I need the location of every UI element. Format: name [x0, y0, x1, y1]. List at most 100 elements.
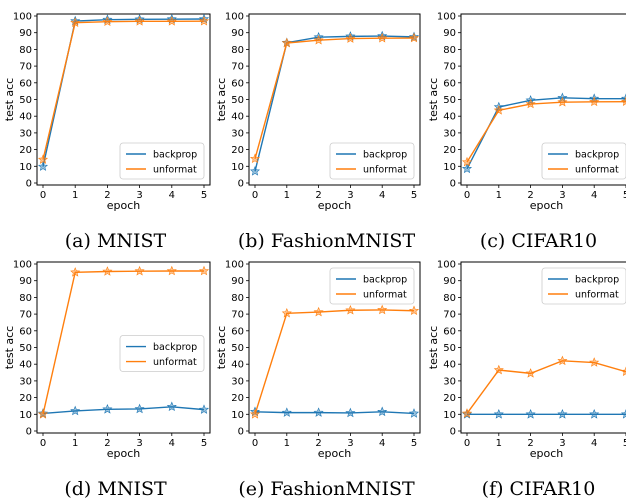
y-tick-label: 30: [19, 128, 32, 139]
chart-panel: 0 10 20 30 40 50 60 70 80 90 100 0 1 2 3 4 5 epoch test ac…: [3, 260, 211, 498]
y-tick-label: 90: [443, 28, 456, 39]
data-point-unformat: [493, 105, 504, 115]
y-tick-label: 0: [26, 427, 32, 438]
legend: backprop unformat: [119, 142, 205, 180]
y-tick-label: 80: [231, 45, 244, 56]
y-axis-label: test acc: [427, 326, 440, 369]
y-tick-label: 10: [443, 410, 456, 421]
panel-caption: (c) CIFAR10: [480, 230, 597, 252]
series-line-unformat: [254, 309, 415, 415]
data-point-unformat: [166, 16, 177, 26]
y-tick-label: 70: [19, 310, 32, 321]
data-point-unformat: [377, 304, 388, 315]
x-tick-label: 0: [464, 190, 470, 201]
y-tick-label: 40: [231, 112, 244, 123]
data-point-unformat: [134, 16, 145, 26]
x-tick-label: 0: [252, 438, 258, 449]
data-point-unformat: [408, 305, 420, 316]
panel-caption: (b) FashionMNIST: [238, 230, 416, 252]
data-point-unformat: [198, 265, 210, 276]
y-tick-label: 60: [443, 78, 456, 89]
y-axis-label: test acc: [427, 78, 440, 121]
y-tick-label: 50: [443, 343, 456, 354]
data-point-backprop: [313, 407, 324, 417]
data-point-unformat: [589, 96, 600, 107]
x-tick-label: 4: [169, 190, 175, 201]
legend-label: backprop: [153, 342, 197, 353]
chart-panel: 0 10 20 30 40 50 60 70 80 90 100 0 1 2 3 4 5 epoch test ac…: [427, 12, 626, 252]
y-tick-label: 90: [19, 276, 32, 287]
y-tick-label: 60: [443, 326, 456, 337]
y-axis-label: test acc: [3, 78, 16, 121]
y-tick-label: 30: [443, 128, 456, 139]
y-tick-label: 50: [443, 95, 456, 106]
x-tick-label: 0: [40, 438, 46, 449]
y-tick-label: 0: [450, 427, 456, 438]
y-tick-label: 0: [450, 179, 456, 190]
y-tick-label: 20: [231, 145, 244, 156]
series-line-unformat: [466, 360, 626, 414]
data-point-backprop: [249, 166, 261, 176]
x-tick-label: 1: [496, 190, 502, 201]
data-point-unformat: [70, 267, 81, 277]
x-axis-label: epoch: [530, 447, 564, 460]
data-point-backprop: [589, 409, 600, 419]
chart-panel: 0 10 20 30 40 50 60 70 80 90 100 0 1 2 3 4 5 epoch test ac…: [427, 260, 626, 498]
x-tick-label: 1: [284, 190, 290, 201]
legend: backprop unformat: [329, 142, 415, 180]
data-point-unformat: [345, 33, 356, 43]
y-tick-label: 10: [19, 162, 32, 173]
data-point-unformat: [281, 37, 292, 48]
x-tick-label: 1: [284, 438, 290, 449]
data-point-unformat: [102, 266, 113, 276]
y-tick-label: 50: [19, 95, 32, 106]
x-tick-label: 0: [252, 190, 258, 201]
y-tick-label: 30: [19, 376, 32, 387]
legend-label: unformat: [363, 290, 407, 301]
y-tick-label: 50: [19, 343, 32, 354]
y-tick-label: 80: [231, 293, 244, 304]
data-point-unformat: [134, 265, 145, 276]
x-tick-label: 4: [169, 438, 175, 449]
y-tick-label: 20: [231, 393, 244, 404]
y-tick-label: 10: [231, 410, 244, 421]
x-tick-label: 5: [411, 190, 417, 201]
data-point-backprop: [461, 163, 473, 174]
data-point-unformat: [345, 304, 356, 315]
data-point-unformat: [620, 366, 626, 376]
y-tick-label: 30: [231, 128, 244, 139]
y-tick-label: 0: [238, 427, 244, 438]
panel-caption: (f) CIFAR10: [482, 478, 596, 498]
data-point-unformat: [525, 98, 536, 109]
y-tick-label: 90: [443, 276, 456, 287]
y-tick-label: 50: [231, 343, 244, 354]
x-tick-label: 3: [347, 438, 353, 449]
data-point-backprop: [102, 404, 113, 414]
y-tick-label: 20: [19, 393, 32, 404]
y-tick-label: 10: [231, 162, 244, 173]
legend-box: [329, 267, 415, 305]
x-axis-label: epoch: [107, 199, 141, 212]
data-point-unformat: [461, 156, 473, 167]
x-tick-label: 3: [136, 190, 142, 201]
legend: backprop unformat: [119, 335, 205, 372]
x-tick-label: 3: [559, 438, 565, 449]
x-tick-label: 2: [315, 190, 321, 201]
data-point-backprop: [493, 409, 504, 419]
x-tick-label: 2: [527, 190, 533, 201]
x-tick-label: 4: [379, 438, 385, 449]
data-point-unformat: [493, 364, 504, 375]
data-point-unformat: [557, 355, 568, 366]
data-point-unformat: [313, 34, 324, 45]
y-tick-label: 90: [231, 276, 244, 287]
x-tick-label: 5: [201, 190, 207, 201]
y-tick-label: 40: [443, 360, 456, 371]
panel-caption: (a) MNIST: [65, 230, 167, 252]
data-point-backprop: [377, 406, 388, 417]
data-point-backprop: [345, 407, 356, 418]
x-tick-label: 1: [72, 438, 78, 449]
series-line-unformat: [254, 37, 415, 159]
x-tick-label: 2: [104, 190, 110, 201]
data-point-unformat: [525, 368, 536, 378]
data-point-unformat: [249, 153, 261, 164]
